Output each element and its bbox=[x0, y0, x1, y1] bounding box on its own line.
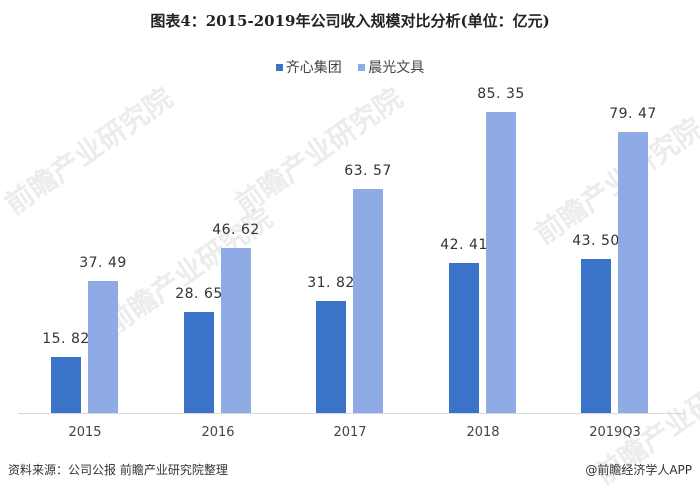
value-label: 46. 62 bbox=[212, 222, 260, 239]
legend-swatch-icon bbox=[358, 63, 366, 71]
legend-item-qixin: 齐心集团 bbox=[275, 57, 342, 77]
bar-chenguang-2018 bbox=[486, 111, 516, 413]
bar-chenguang-2017 bbox=[353, 188, 383, 413]
chart-title: 图表4：2015-2019年公司收入规模对比分析(单位：亿元) bbox=[150, 12, 550, 30]
legend-label: 晨光文具 bbox=[368, 60, 425, 76]
value-label: 42. 41 bbox=[440, 237, 488, 254]
legend: 齐心集团 晨光文具 bbox=[0, 57, 700, 77]
bar-qixin-2017 bbox=[316, 300, 346, 413]
x-axis-line bbox=[18, 413, 684, 414]
value-label: 43. 50 bbox=[572, 233, 620, 250]
legend-label: 齐心集团 bbox=[285, 60, 342, 76]
bar-chenguang-2015 bbox=[88, 280, 118, 413]
value-label: 31. 82 bbox=[307, 274, 355, 291]
x-tick-label: 2019Q3 bbox=[589, 425, 641, 440]
bar-chenguang-2016 bbox=[221, 248, 251, 413]
x-tick-label: 2016 bbox=[201, 425, 235, 440]
value-label: 15. 82 bbox=[42, 331, 90, 348]
legend-item-chenguang: 晨光文具 bbox=[358, 57, 424, 77]
bar-chenguang-2019Q3 bbox=[618, 132, 648, 413]
value-label: 85. 35 bbox=[477, 85, 525, 102]
bar-qixin-2016 bbox=[184, 311, 214, 413]
bar-qixin-2015 bbox=[51, 357, 81, 413]
bar-qixin-2018 bbox=[449, 263, 479, 413]
x-tick-label: 2018 bbox=[466, 425, 500, 440]
bar-qixin-2019Q3 bbox=[581, 259, 611, 413]
value-label: 37. 49 bbox=[79, 254, 127, 271]
x-tick-label: 2015 bbox=[68, 425, 102, 440]
x-tick-label: 2017 bbox=[333, 425, 367, 440]
source-note: 资料来源：公司公报 前瞻产业研究院整理 bbox=[8, 463, 228, 477]
legend-swatch-icon bbox=[275, 63, 283, 71]
credit-note: @前瞻经济学人APP bbox=[585, 463, 692, 477]
value-label: 28. 65 bbox=[175, 285, 223, 302]
value-label: 79. 47 bbox=[609, 106, 657, 123]
value-label: 63. 57 bbox=[344, 162, 392, 179]
